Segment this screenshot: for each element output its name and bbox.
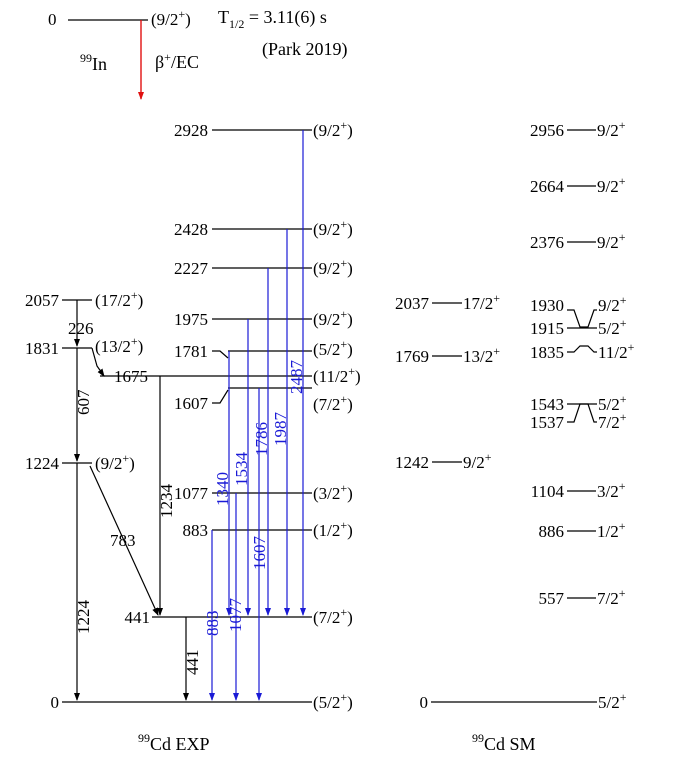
gamma-label-441: 441: [183, 650, 202, 676]
gamma-arrow-783: [89, 465, 159, 616]
gamma-label-1340: 1340: [213, 472, 232, 506]
sm-energy-1769: 1769: [395, 347, 429, 366]
sm-energy-557: 557: [539, 589, 565, 608]
sm-spin-1543: 5/2+: [598, 392, 627, 414]
parent-energy: 0: [48, 10, 57, 29]
exp-energy-2428: 2428: [174, 220, 208, 239]
sm-spin-1769: 13/2+: [463, 344, 500, 366]
gamma-label-783: 783: [110, 531, 136, 550]
sm-energy-886: 886: [539, 522, 565, 541]
gamma-label-1987: 1987: [271, 412, 290, 447]
sm-spin-2664: 9/2+: [597, 174, 626, 196]
sm-level-line-1835: [567, 345, 597, 353]
exp-side-energy-2057: 2057: [25, 291, 60, 310]
exp-spin-1607: (7/2+): [313, 392, 353, 414]
exp-caption: 99Cd EXP: [138, 731, 210, 754]
sm-spin-1537: 7/2+: [598, 410, 627, 432]
exp-spin-1781: (5/2+): [313, 337, 353, 359]
sm-spin-1242: 9/2+: [463, 450, 492, 472]
exp-energy-1975: 1975: [174, 310, 208, 329]
exp-energy-1607: 1607: [174, 394, 209, 413]
sm-energy-1835: 1835: [530, 343, 564, 362]
gamma-arrow-1831-1675: [91, 347, 105, 377]
exp-spin-441: (7/2+): [313, 605, 353, 627]
sm-level-line-1930: [567, 309, 597, 328]
exp-spin-2227: (9/2+): [313, 256, 353, 278]
sm-energy-1242: 1242: [395, 453, 429, 472]
exp-spin-1675: (11/2+): [313, 364, 361, 386]
gamma-label-2487: 2487: [287, 360, 306, 395]
sm-spin-1835: 11/2+: [598, 340, 635, 362]
gamma-label-1234: 1234: [157, 484, 176, 519]
sm-spin-2956: 9/2+: [597, 118, 626, 140]
exp-level-tick-1607: [212, 389, 229, 404]
sm-energy-2956: 2956: [530, 121, 564, 140]
exp-side-spin-1831: (13/2+): [95, 334, 143, 356]
exp-spin-883: (1/2+): [313, 518, 353, 540]
sm-level-line-1537: [567, 403, 597, 423]
exp-side-energy-1224: 1224: [25, 454, 60, 473]
gamma-label-1224: 1224: [74, 600, 93, 635]
sm-spin-557: 7/2+: [597, 586, 626, 608]
sm-spin-2376: 9/2+: [597, 230, 626, 252]
sm-energy-0: 0: [420, 693, 429, 712]
sm-spin-1930: 9/2+: [598, 293, 627, 315]
exp-side-spin-1224: (9/2+): [95, 451, 135, 473]
sm-energy-1930: 1930: [530, 296, 564, 315]
exp-spin-2928: (9/2+): [313, 118, 353, 140]
sm-spin-2037: 17/2+: [463, 291, 500, 313]
gamma-label-226: 226: [68, 319, 94, 338]
half-life-reference: (Park 2019): [262, 39, 347, 60]
exp-energy-883: 883: [183, 521, 209, 540]
exp-spin-1975: (9/2+): [313, 307, 353, 329]
sm-energy-2037: 2037: [395, 294, 430, 313]
sm-energy-2664: 2664: [530, 177, 565, 196]
sm-spin-0: 5/2+: [598, 690, 627, 712]
exp-energy-1077: 1077: [174, 484, 209, 503]
exp-energy-0: 0: [51, 693, 60, 712]
gamma-label-607: 607: [74, 389, 93, 415]
sm-spin-1104: 3/2+: [597, 479, 626, 501]
exp-spin-2428: (9/2+): [313, 217, 353, 239]
exp-energy-2227: 2227: [174, 259, 209, 278]
sm-caption: 99Cd SM: [472, 731, 536, 754]
sm-energy-1537: 1537: [530, 413, 565, 432]
sm-energy-2376: 2376: [530, 233, 564, 252]
gamma-label-1077: 1077: [226, 598, 245, 633]
exp-side-energy-1831: 1831: [25, 339, 59, 358]
sm-energy-1543: 1543: [530, 395, 564, 414]
decay-mode-label: β+/EC: [155, 50, 199, 72]
half-life-label: T1/2 = 3.11(6) s: [218, 7, 327, 31]
gamma-label-1786: 1786: [252, 422, 271, 456]
parent-spin: (9/2+): [151, 7, 191, 29]
sm-energy-1915: 1915: [530, 319, 564, 338]
exp-level-tick-1781: [212, 350, 229, 359]
exp-spin-1077: (3/2+): [313, 481, 353, 503]
gamma-label-1534: 1534: [232, 452, 251, 487]
exp-energy-1675: 1675: [114, 367, 148, 386]
gamma-label-883: 883: [203, 611, 222, 637]
exp-energy-2928: 2928: [174, 121, 208, 140]
sm-spin-1915: 5/2+: [598, 316, 627, 338]
parent-nucleus-label: 99In: [80, 51, 107, 74]
gamma-label-1607: 1607: [250, 536, 269, 571]
sm-energy-1104: 1104: [531, 482, 565, 501]
exp-energy-441: 441: [125, 608, 151, 627]
exp-energy-1781: 1781: [174, 342, 208, 361]
exp-side-spin-2057: (17/2+): [95, 288, 143, 310]
exp-spin-0: (5/2+): [313, 690, 353, 712]
sm-spin-886: 1/2+: [597, 519, 626, 541]
